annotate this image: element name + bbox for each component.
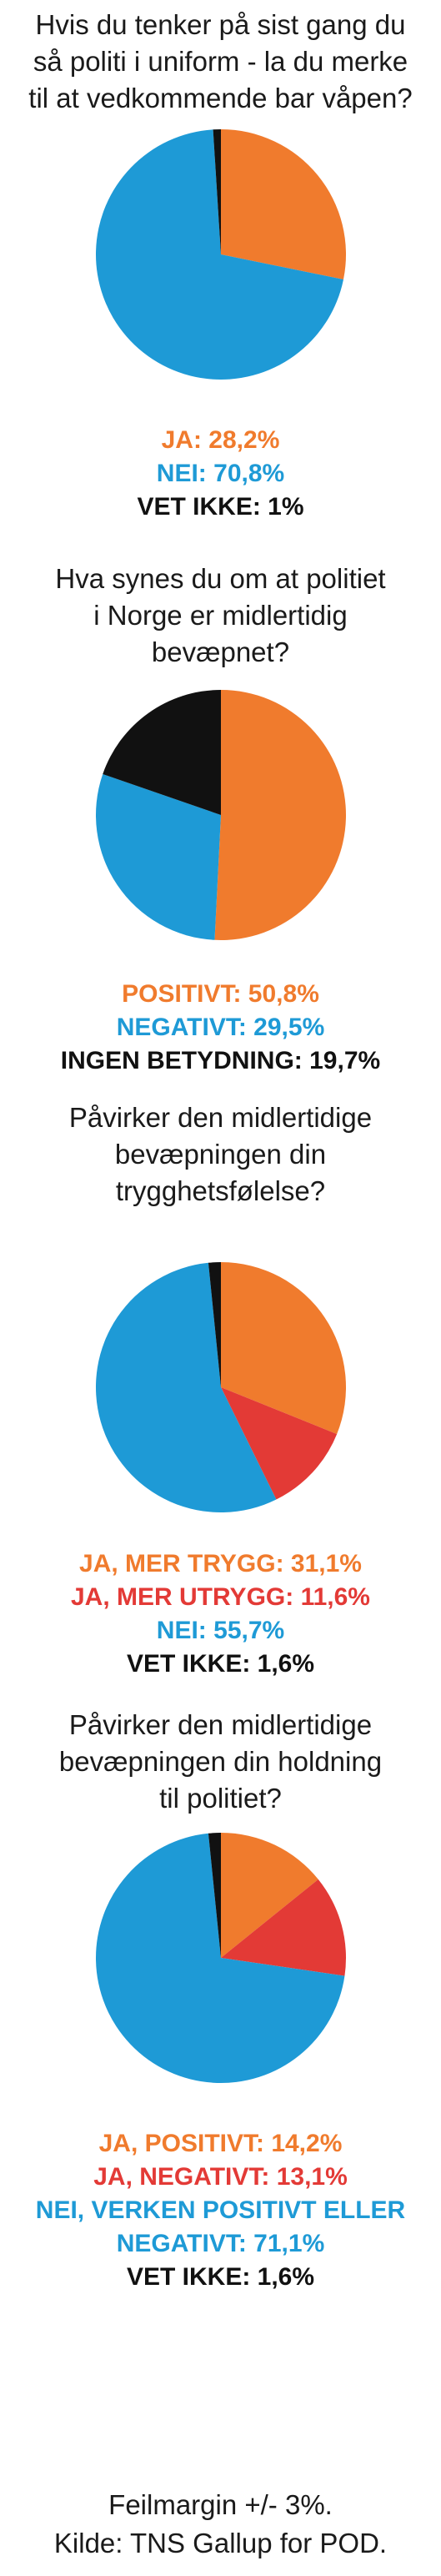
pie-3-slice-nei [95,1262,276,1512]
legend-1-ja: JA: 28,2% [161,426,280,454]
pie-chart-2 [0,686,441,944]
pie-2-slice-ingen-betydning [102,690,221,815]
pie-1-slice-vet-ikke [213,129,221,254]
question-2-title: Hva synes du om at politiet i Norge er m… [55,563,386,667]
pie-3-slice-ja-mer-trygg [220,1262,346,1435]
legend-2-negativt: NEGATIVT: 29,5% [116,1014,325,1041]
pie-chart-1 [0,125,441,384]
pie-4-svg [95,1833,346,2083]
legend-4-vet-ikke: VET IKKE: 1,6% [126,2263,315,2291]
pie-1-slice-nei [95,129,343,380]
legend-2-positivt: POSITIVT: 50,8% [122,980,319,1008]
pie-4-slice-vet-ikke [208,1833,221,1958]
legend-1: JA: 28,2% NEI: 70,8% VET IKKE: 1% [0,424,441,524]
question-4-section: Påvirker den midlertidige bevæpningen di… [0,1707,441,1817]
legend-1-nei: NEI: 70,8% [156,460,285,487]
legend-3-vet-ikke: VET IKKE: 1,6% [126,1650,315,1678]
pie-3-slice-vet-ikke [208,1262,221,1387]
legend-2-ingen-betydning: INGEN BETYDNING: 19,7% [60,1047,381,1074]
legend-3: JA, MER TRYGG: 31,1% JA, MER UTRYGG: 11,… [0,1547,441,1681]
question-1-title: Hvis du tenker på sist gang du så politi… [28,9,413,113]
question-3-section: Påvirker den midlertidige bevæpningen di… [0,1099,441,1210]
question-2-section: Hva synes du om at politiet i Norge er m… [0,561,441,671]
pie-chart-3 [0,1258,441,1517]
pie-2-svg [95,690,346,940]
question-1-section: Hvis du tenker på sist gang du så politi… [0,7,441,117]
legend-3-ja-mer-utrygg: JA, MER UTRYGG: 11,6% [71,1583,370,1611]
legend-2: POSITIVT: 50,8% NEGATIVT: 29,5% INGEN BE… [0,978,441,1078]
pie-2-slice-positivt [213,690,346,940]
pie-4-slice-ja-positivt [220,1833,318,1958]
pie-chart-4 [0,1829,441,2087]
pie-1-slice-ja [220,129,346,279]
pie-3-svg [95,1262,346,1512]
legend-4: JA, POSITIVT: 14,2% JA, NEGATIVT: 13,1% … [0,2127,441,2294]
question-4-title: Påvirker den midlertidige bevæpningen di… [58,1709,383,1814]
legend-3-nei: NEI: 55,7% [156,1617,285,1644]
pie-4-slice-ja-negativt [220,1879,346,1976]
question-3-title: Påvirker den midlertidige bevæpningen di… [68,1102,373,1206]
footer-source: Kilde: TNS Gallup for POD. [53,2528,388,2558]
legend-4-nei-verken: NEI, VERKEN POSITIVT ELLER NEGATIVT: 71,… [35,2196,406,2257]
legend-4-ja-positivt: JA, POSITIVT: 14,2% [98,2130,343,2157]
footer: Feilmargin +/- 3%. Kilde: TNS Gallup for… [0,2486,441,2563]
pie-1-svg [95,129,346,380]
legend-4-ja-negativt: JA, NEGATIVT: 13,1% [93,2163,348,2191]
pie-3-slice-ja-mer-utrygg [220,1387,337,1500]
legend-1-vet-ikke: VET IKKE: 1% [137,493,304,521]
pie-2-slice-negativt [95,773,221,940]
pie-4-slice-nei-verken-positivt-eller-negativt [95,1833,344,2083]
legend-3-ja-mer-trygg: JA, MER TRYGG: 31,1% [79,1550,362,1577]
footer-margin: Feilmargin +/- 3%. [108,2489,333,2520]
